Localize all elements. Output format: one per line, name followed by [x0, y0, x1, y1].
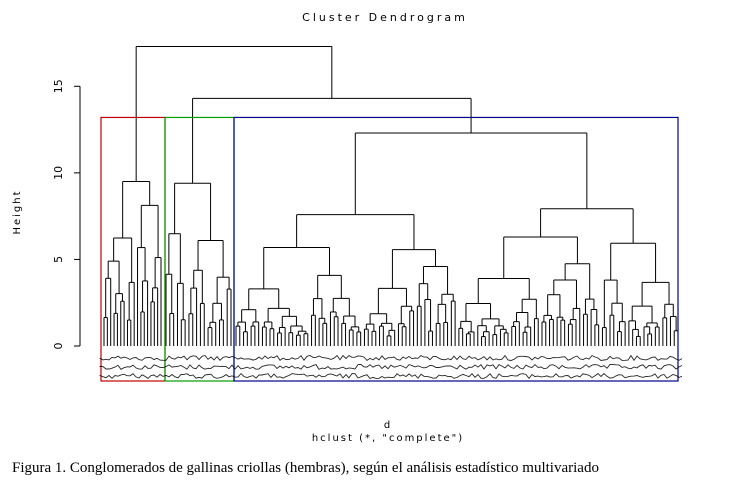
cluster-boxes — [100, 116, 679, 382]
chart-title: Cluster Dendrogram — [302, 11, 468, 24]
x-axis-label: d — [384, 420, 392, 431]
y-tick-label: 0 — [52, 343, 65, 350]
leaf-label-row — [99, 354, 683, 362]
y-axis: 0 5 10 15 — [52, 79, 81, 350]
y-tick-label: 15 — [52, 79, 65, 93]
figure-caption: Figura 1. Conglomerados de gallinas crio… — [12, 460, 599, 476]
cluster-box-3 — [233, 116, 679, 382]
dendrogram-tree — [103, 45, 679, 346]
leaf-label-row — [99, 372, 683, 380]
leaf-label-row — [99, 363, 683, 370]
leaf-label-scribble — [99, 354, 683, 380]
method-label: hclust (*, "complete") — [312, 433, 464, 444]
y-tick-label: 10 — [52, 166, 65, 180]
y-axis-label: Height — [12, 189, 23, 234]
y-tick-label: 5 — [52, 256, 65, 263]
